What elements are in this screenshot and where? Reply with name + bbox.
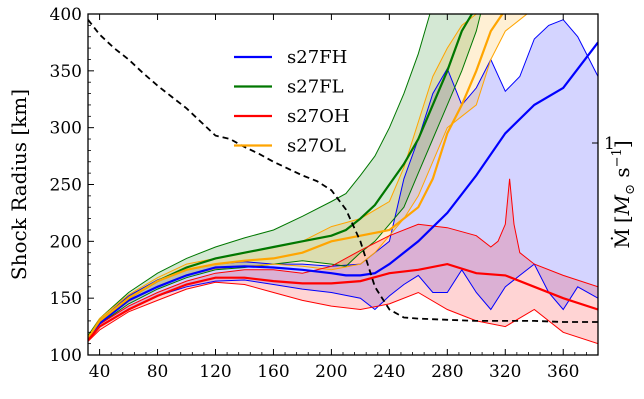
s27ol-upper-line xyxy=(88,14,498,338)
y-tick-label: 400 xyxy=(50,5,82,25)
s27fl-upper-line xyxy=(88,14,477,336)
legend: s27FH s27FL s27OH s27OL xyxy=(234,47,350,157)
s27fh-lower-line xyxy=(88,263,598,340)
s27ol-mean-line xyxy=(88,14,504,339)
legend-label-s27fl: s27FL xyxy=(287,77,344,98)
right-axis-label-msun: M xyxy=(610,194,634,216)
y-tick-label: 200 xyxy=(50,232,82,252)
series-lines xyxy=(88,14,598,345)
s27ol-band xyxy=(88,14,527,340)
s27oh-lower-line xyxy=(88,281,598,345)
x-tick-label: 320 xyxy=(489,362,521,382)
right-tick-label: 1 xyxy=(604,134,615,154)
x-tick-label: 280 xyxy=(431,362,463,382)
y-tick-label: 250 xyxy=(50,176,82,196)
legend-label-s27ol: s27OL xyxy=(287,136,346,157)
x-tick-label: 160 xyxy=(257,362,289,382)
x-tick-label: 200 xyxy=(315,362,347,382)
y-tick-label: 150 xyxy=(50,289,82,309)
axis-ticks: 40 80 120 160 200 240 280 320 360 100 150 200 250 300… xyxy=(50,5,598,382)
y-tick-label: 300 xyxy=(50,119,82,139)
right-axis-label-exp: −1 xyxy=(610,148,625,167)
s27oh-mean-line xyxy=(88,262,598,341)
right-axis-label-sun-sub: ⊙ xyxy=(623,184,638,195)
x-tick-label: 40 xyxy=(89,362,111,382)
x-tick-label: 80 xyxy=(147,362,169,382)
s27fh-mean-line xyxy=(88,41,598,339)
y-tick-label: 350 xyxy=(50,62,82,82)
s27oh-band xyxy=(88,178,598,344)
y-tick-label: 100 xyxy=(50,346,82,366)
legend-label-s27oh: s27OH xyxy=(287,106,350,127)
x-tick-label: 240 xyxy=(373,362,405,382)
right-axis-label-bracket-open: [ xyxy=(610,215,634,223)
s27fl-lower-line xyxy=(88,14,482,339)
series-bands xyxy=(88,14,598,344)
x-tick-label: 120 xyxy=(199,362,231,382)
s27oh-upper-line xyxy=(88,178,598,340)
right-axis-label: Ṁ [M⊙ s−1] xyxy=(610,140,638,248)
right-axis-label-s: s xyxy=(610,167,634,177)
right-axis-label-bracket-close: ] xyxy=(610,140,634,148)
right-axis-label-mdot: Ṁ xyxy=(610,228,634,248)
x-tick-label: 360 xyxy=(547,362,579,382)
s27fh-band xyxy=(88,19,598,340)
legend-label-s27fh: s27FH xyxy=(287,47,347,68)
s27fl-band xyxy=(88,14,481,338)
mdot-dashed-line xyxy=(88,19,598,323)
y-axis-label: Shock Radius [km] xyxy=(7,89,31,280)
